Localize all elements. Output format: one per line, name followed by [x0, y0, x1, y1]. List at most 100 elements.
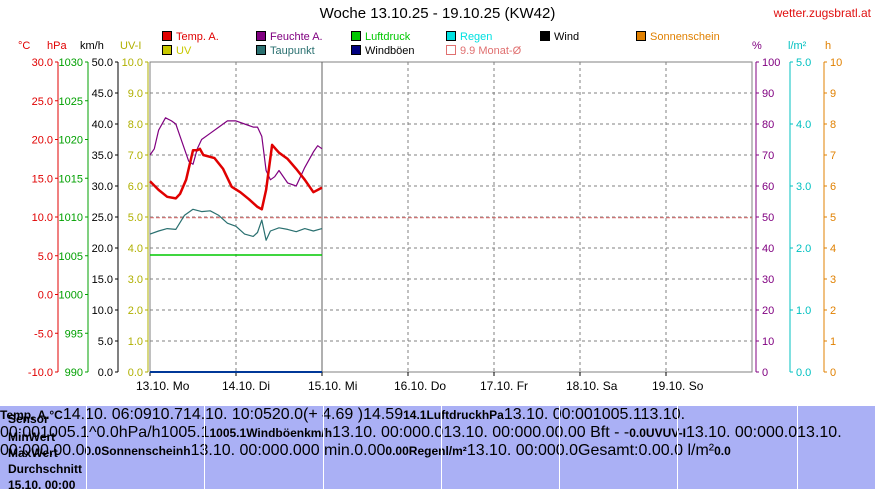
stats-column-header: Regen — [408, 444, 446, 458]
uv-axis-tick-label: 8.0 — [128, 119, 143, 131]
stats-cell-label: (+ 4.69 ) — [303, 406, 364, 423]
legend-label: Sonnenschein — [650, 31, 720, 43]
humidity-axis-tick-label: 100 — [762, 57, 780, 69]
stats-column-divider — [797, 406, 798, 489]
pressure-axis-tick-label: 1015 — [59, 173, 83, 185]
rain-axis-tick-label: 4.0 — [796, 119, 811, 131]
stats-cell-value: 0.0 — [774, 424, 798, 441]
pressure-axis-tick-label: 1010 — [59, 212, 83, 224]
legend-item: UV — [162, 45, 191, 57]
stats-cell-label: 0 Bft - - — [576, 424, 630, 441]
uv-axis-tick-label: 5.0 — [128, 212, 143, 224]
legend-swatch — [256, 31, 266, 41]
legend-swatch — [636, 31, 646, 41]
stats-column-unit: °C — [49, 408, 63, 422]
chart-title: Woche 13.10.25 - 19.10.25 (KW42) — [319, 5, 556, 22]
site-link[interactable]: wetter.zugsbratl.at — [773, 6, 871, 20]
stats-cell-value: 0.0 — [421, 424, 444, 441]
humidity-axis-tick-label: 30 — [762, 274, 774, 286]
pressure-axis-tick-label: 990 — [65, 367, 83, 379]
stats-cell-value: 1005.1 — [160, 424, 210, 441]
humidity-axis-tick-label: 10 — [762, 336, 774, 348]
pressure-axis-tick-label: 995 — [65, 328, 83, 340]
stats-row-label: Sensor — [8, 412, 49, 426]
uv-axis-tick-label: 0.0 — [128, 367, 143, 379]
stats-column-divider — [677, 406, 678, 489]
temp-axis-tick-label: -10.0 — [28, 367, 53, 379]
stats-cell-value: 20.0 — [271, 406, 304, 423]
legend-label: 9.9 Monat-Ø — [460, 45, 522, 57]
wind-axis-tick-label: 25.0 — [92, 212, 113, 224]
stats-cell-label: 14.10. 06:09 — [62, 406, 152, 423]
legend-label: Regen — [460, 31, 493, 43]
unit-label-humidity: % — [752, 40, 762, 52]
pressure-axis-tick-label: 1020 — [59, 135, 83, 147]
stats-row-label: MinWert — [8, 430, 56, 444]
rain-axis-tick-label: 2.0 — [796, 243, 811, 255]
stats-column-header: UV — [645, 426, 663, 440]
stats-cell-label: 13.10. 00:00 — [0, 424, 842, 459]
stats-cell-value: 1005.1 — [209, 426, 247, 440]
legend-item: Sonnenschein — [636, 31, 720, 43]
stats-column-divider — [204, 406, 205, 489]
x-tick-label: 18.10. Sa — [566, 379, 618, 393]
stats-cell-value: 14.59 — [363, 406, 404, 423]
wind-axis-tick-label: 45.0 — [92, 88, 113, 100]
stats-cell-value: 0.0 — [555, 442, 579, 459]
stats-cell-label: 0.0 l/m² — [660, 442, 715, 459]
stats-cell-value: 0.0 — [40, 442, 63, 459]
humidity-axis-tick-label: 50 — [762, 212, 774, 224]
legend-swatch — [446, 31, 456, 41]
wind-axis-tick-label: 10.0 — [92, 305, 113, 317]
stats-column-unit: UV-I — [662, 426, 686, 440]
stats-column-unit: h — [183, 444, 191, 458]
legend-item: Feuchte A. — [256, 31, 323, 43]
stats-cell-label: 13.10. 00:00 — [466, 442, 556, 459]
stats-cell-value: 14.1 — [403, 408, 427, 422]
stats-column-unit: km/h — [304, 426, 333, 440]
pressure-axis-tick-label: 1000 — [59, 290, 83, 302]
x-tick-label: 14.10. Di — [222, 379, 270, 393]
unit-label-rain: l/m² — [788, 40, 807, 52]
temp-axis-tick-label: 30.0 — [32, 57, 53, 69]
legend-swatch — [351, 45, 361, 55]
stats-cell-label: 13.10. 00:00 — [0, 406, 686, 441]
temp-axis-tick-label: 25.0 — [32, 96, 53, 108]
wind-axis-tick-label: 0.0 — [98, 367, 113, 379]
x-tick-label: 16.10. Do — [394, 379, 446, 393]
stats-cell-value: 0.00 — [385, 444, 409, 458]
stats-row-label: Durchschnitt — [8, 462, 83, 476]
legend-label: Wind — [554, 31, 580, 43]
stats-column-header: Temp. A. — [0, 408, 50, 422]
stats-column-divider — [86, 406, 87, 489]
uv-axis-tick-label: 7.0 — [128, 150, 143, 162]
stats-row-label: MaxWert — [8, 446, 58, 460]
humidity-axis-tick-label: 80 — [762, 119, 774, 131]
sun-axis-tick-label: 4 — [830, 243, 836, 255]
unit-label-uv: UV-I — [120, 40, 142, 52]
unit-label-temp: °C — [18, 40, 31, 52]
temp-axis-tick-label: 20.0 — [32, 135, 53, 147]
wind-axis-tick-label: 15.0 — [92, 274, 113, 286]
stats-cell-label: 13.10. 00:00 — [685, 424, 775, 441]
stats-cell-value: 0.00 — [354, 442, 386, 459]
legend-item: 9.9 Monat-Ø — [446, 45, 521, 57]
stats-cell-label: 13.10. 00:00 — [332, 424, 422, 441]
stats-cell-value: 0.00 — [279, 442, 311, 459]
stats-cell-value: 0.0 — [714, 444, 731, 458]
wind-axis-tick-label: 40.0 — [92, 119, 113, 131]
sun-axis-tick-label: 2 — [830, 305, 836, 317]
uv-axis-tick-label: 6.0 — [128, 181, 143, 193]
wind-axis-tick-label: 35.0 — [92, 150, 113, 162]
legend-label: Luftdruck — [365, 31, 411, 43]
uv-axis-tick-label: 9.0 — [128, 88, 143, 100]
stats-column-unit: hPa — [481, 408, 504, 422]
humidity-axis-tick-label: 90 — [762, 88, 774, 100]
stats-cell-value: 0.0 — [629, 426, 646, 440]
humidity-axis-tick-label: 70 — [762, 150, 774, 162]
x-tick-label: 17.10. Fr — [480, 379, 528, 393]
rain-axis-tick-label: 5.0 — [796, 57, 811, 69]
legend-label: UV — [176, 45, 192, 57]
pressure-axis-tick-label: 1030 — [59, 57, 83, 69]
legend-swatch — [351, 31, 361, 41]
